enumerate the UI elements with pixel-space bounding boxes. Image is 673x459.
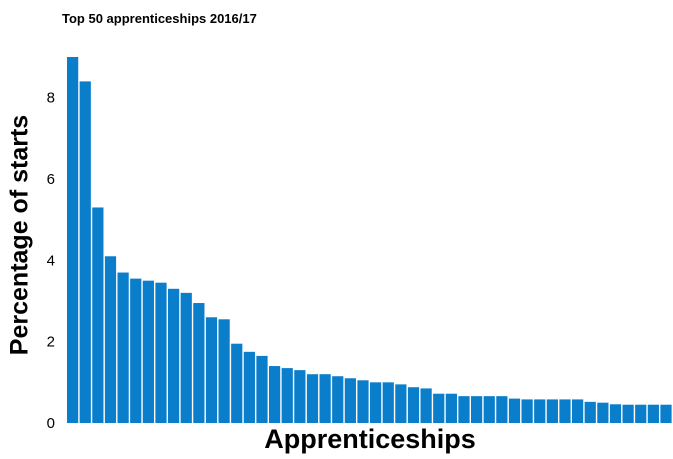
bar-48 <box>660 404 672 423</box>
bar-6 <box>130 278 142 423</box>
bar-19 <box>294 370 306 423</box>
bar-39 <box>546 399 558 423</box>
y-tick-label-6: 6 <box>47 171 55 188</box>
bar-31 <box>445 393 457 423</box>
bar-46 <box>635 404 647 423</box>
bar-35 <box>496 396 508 423</box>
bar-5 <box>117 272 129 423</box>
bar-9 <box>168 288 180 423</box>
bar-10 <box>180 292 192 423</box>
bar-38 <box>534 399 546 423</box>
bar-23 <box>344 378 356 423</box>
x-axis-label: Apprenticeships <box>264 424 476 454</box>
bar-16 <box>256 355 268 423</box>
bar-3 <box>92 207 104 423</box>
bar-11 <box>193 303 205 423</box>
bar-26 <box>382 382 394 423</box>
bars-group <box>67 57 672 424</box>
bar-4 <box>104 256 117 423</box>
bar-14 <box>231 343 243 423</box>
y-ticks-group: 0 2 4 6 8 <box>47 90 55 432</box>
bar-40 <box>559 399 571 423</box>
bar-36 <box>508 398 521 423</box>
bar-2 <box>79 81 91 424</box>
bar-32 <box>458 396 470 423</box>
bar-29 <box>420 388 432 423</box>
bar-44 <box>609 404 622 423</box>
bar-28 <box>407 387 420 423</box>
bar-22 <box>332 376 344 423</box>
bar-20 <box>306 374 319 423</box>
bar-34 <box>483 396 495 423</box>
bar-12 <box>205 317 218 423</box>
bar-8 <box>155 282 167 423</box>
y-tick-label-4: 4 <box>47 252 55 269</box>
bar-33 <box>471 396 483 423</box>
bar-24 <box>357 380 369 423</box>
bar-27 <box>395 384 407 423</box>
y-tick-label-2: 2 <box>47 334 55 351</box>
y-tick-label-0: 0 <box>47 415 55 432</box>
bar-25 <box>370 382 382 423</box>
y-tick-label-8: 8 <box>47 90 55 107</box>
chart-title: Top 50 apprenticeships 2016/17 <box>62 11 257 26</box>
bar-37 <box>521 399 533 423</box>
bar-21 <box>319 374 331 423</box>
bar-17 <box>269 366 281 423</box>
bar-47 <box>647 404 659 423</box>
bar-43 <box>597 402 609 423</box>
bar-15 <box>243 351 255 423</box>
bar-42 <box>584 401 596 423</box>
bar-41 <box>572 399 584 423</box>
bar-13 <box>218 319 230 423</box>
bar-45 <box>622 404 634 423</box>
bar-1 <box>67 57 79 423</box>
bar-7 <box>142 280 154 423</box>
bar-18 <box>281 368 293 423</box>
bar-30 <box>433 393 445 423</box>
